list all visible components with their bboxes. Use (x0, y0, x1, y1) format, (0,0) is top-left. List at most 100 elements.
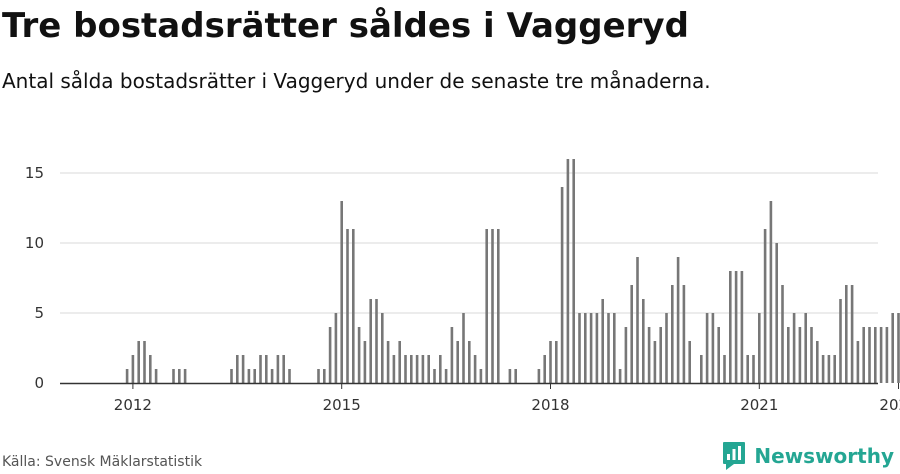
bar (137, 341, 140, 383)
bar (433, 369, 436, 383)
bar (676, 257, 680, 383)
bar (328, 327, 332, 383)
bar (537, 369, 541, 383)
bar (323, 369, 326, 383)
bar (410, 355, 413, 383)
bar (241, 355, 245, 383)
y-tick-label: 10 (25, 234, 44, 252)
bar (172, 369, 175, 383)
bar (688, 341, 691, 383)
bar (369, 299, 372, 383)
bar (131, 355, 135, 383)
y-tick-label: 0 (34, 374, 44, 392)
bar (479, 369, 483, 383)
bar (827, 355, 831, 383)
bar (787, 327, 790, 383)
bar (270, 369, 274, 383)
bar (717, 327, 720, 383)
y-tick-label: 5 (34, 304, 44, 322)
bar (491, 229, 494, 383)
bar (746, 355, 749, 383)
brand-name: Newsworthy (754, 444, 894, 468)
bar (572, 159, 575, 383)
bar (868, 327, 871, 383)
bar (636, 257, 639, 383)
bar (154, 369, 158, 383)
bar (566, 159, 570, 383)
bar (885, 327, 889, 383)
bar (560, 187, 564, 383)
bar (723, 355, 726, 383)
bar (897, 313, 900, 383)
bar (816, 341, 819, 383)
bar (595, 313, 599, 383)
brand-logo: Newsworthy (722, 440, 894, 472)
bar (247, 369, 251, 383)
x-tick-label: 2015 (323, 396, 361, 414)
bar (647, 327, 651, 383)
bar (334, 313, 338, 383)
bar (288, 369, 291, 383)
bar (183, 369, 187, 383)
bar (404, 355, 407, 383)
bar (607, 313, 610, 383)
bar (833, 355, 836, 383)
bars (125, 159, 900, 383)
bar (149, 355, 152, 383)
bar (874, 327, 877, 383)
bar (763, 229, 767, 383)
bar (497, 229, 500, 383)
bar (265, 355, 268, 383)
bar (259, 355, 262, 383)
source-note: Källa: Svensk Mäklarstatistik (2, 454, 203, 470)
chart-subtitle: Antal sålda bostadsrätter i Vaggeryd und… (2, 69, 711, 93)
bar (375, 299, 378, 383)
bar (456, 341, 459, 383)
bar (810, 327, 813, 383)
bar (769, 201, 773, 383)
bar (630, 285, 633, 383)
bar (555, 341, 558, 383)
bar (462, 313, 465, 383)
bar (845, 285, 848, 383)
bar (653, 341, 657, 383)
bar (439, 355, 442, 383)
bar (879, 327, 883, 383)
bar (665, 313, 668, 383)
bar (798, 327, 802, 383)
x-tick-label: 2018 (531, 396, 569, 414)
bar (468, 341, 471, 383)
bar (601, 299, 604, 383)
bar (705, 313, 709, 383)
bar (758, 313, 761, 383)
bar (804, 313, 807, 383)
bar (711, 313, 715, 383)
y-tick-label: 15 (25, 164, 44, 182)
bar (473, 355, 477, 383)
bar (514, 369, 517, 383)
bar (792, 313, 796, 383)
bar (856, 341, 860, 383)
chart-title: Tre bostadsrätter såldes i Vaggeryd (2, 6, 689, 46)
bar (282, 355, 285, 383)
bar (891, 313, 894, 383)
bar (236, 355, 239, 383)
bar (740, 271, 744, 383)
x-tick-label: 2012 (114, 396, 152, 414)
bar (682, 285, 686, 383)
bar (549, 341, 552, 383)
bar (589, 313, 593, 383)
bar (775, 243, 778, 383)
bar (357, 327, 361, 383)
bar (781, 285, 784, 383)
bar (125, 369, 129, 383)
bar (415, 355, 419, 383)
bar (363, 341, 367, 383)
bar (421, 355, 425, 383)
bar (381, 313, 384, 383)
bar (346, 229, 349, 383)
bar (659, 327, 662, 383)
bar (178, 369, 181, 383)
bar (485, 229, 488, 383)
y-axis-ticks: 0 5 10 15 (25, 164, 44, 392)
